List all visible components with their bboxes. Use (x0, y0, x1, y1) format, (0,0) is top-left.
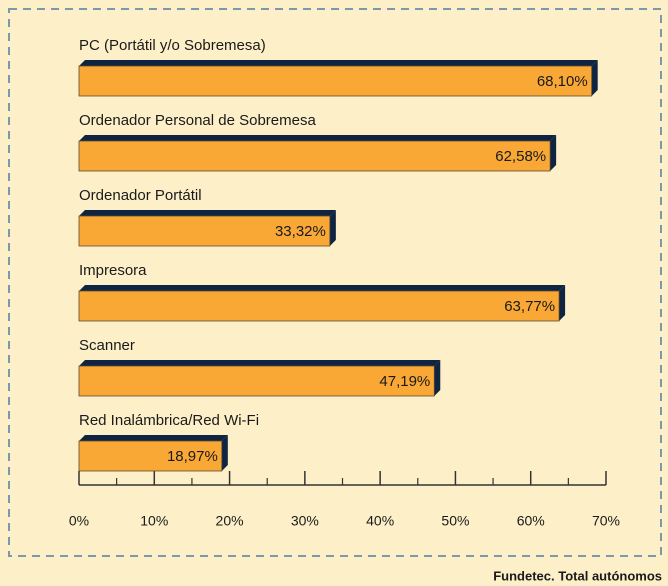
bar (78, 440, 223, 472)
x-tick-label: 70% (592, 513, 620, 529)
bar-side (591, 60, 598, 96)
dashed-frame (8, 8, 662, 557)
bar-side (559, 285, 566, 321)
category-label: Ordenador Personal de Sobremesa (79, 112, 316, 129)
x-tick-label: 40% (366, 513, 394, 529)
bar-top (79, 435, 228, 441)
bar (78, 215, 331, 247)
category-label: Red Inalámbrica/Red Wi-Fi (79, 412, 259, 429)
source: Fundetec. Total autónomos (493, 568, 662, 583)
bar (78, 140, 551, 172)
bar-side (434, 360, 441, 396)
category-label: Scanner (79, 337, 135, 354)
x-tick-label: 20% (216, 513, 244, 529)
bar (78, 290, 560, 322)
category-label: Ordenador Portátil (79, 187, 202, 204)
bar-top (79, 285, 566, 291)
bar (78, 365, 435, 397)
value-label: 18,97% (167, 448, 218, 465)
bar-side (329, 210, 336, 246)
value-label: 68,10% (537, 73, 588, 90)
bar-top (79, 135, 557, 141)
value-label: 47,19% (379, 373, 430, 390)
category-label: Impresora (79, 262, 147, 279)
x-tick-label: 60% (517, 513, 545, 529)
x-tick-label: 10% (140, 513, 168, 529)
bar-top (79, 210, 336, 216)
value-label: 63,77% (504, 298, 555, 315)
bar-top (79, 360, 441, 366)
x-tick-label: 50% (441, 513, 469, 529)
value-label: 62,58% (495, 148, 546, 165)
bar-top (79, 60, 598, 66)
bar-side (550, 135, 557, 171)
value-label: 33,32% (275, 223, 326, 240)
x-tick-label: 0% (69, 513, 89, 529)
bar-side (221, 435, 228, 471)
x-tick-label: 30% (291, 513, 319, 529)
bar (78, 65, 593, 97)
category-label: PC (Portátil y/o Sobremesa) (79, 37, 266, 54)
